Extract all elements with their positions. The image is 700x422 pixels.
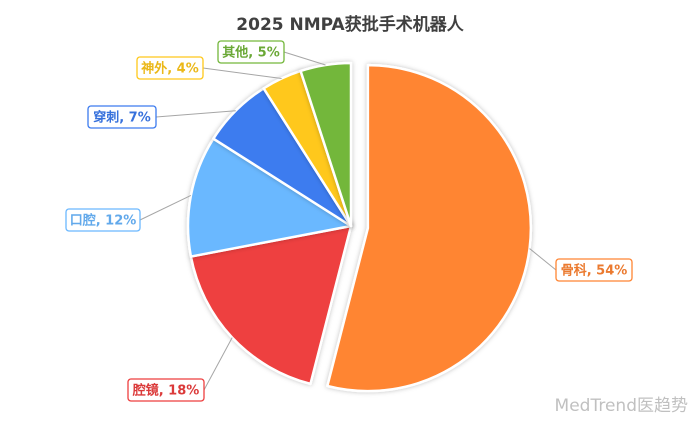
slice-label-text-5: 其他, 5% bbox=[222, 45, 280, 61]
chart-title: 2025 NMPA获批手术机器人 bbox=[236, 15, 464, 35]
pie-slice-0 bbox=[326, 63, 533, 393]
slice-label-5: 其他, 5% bbox=[217, 40, 285, 64]
slice-label-box-1 bbox=[127, 378, 205, 402]
slice-label-1: 腔镜, 18% bbox=[127, 378, 205, 402]
pie-slices bbox=[186, 61, 533, 393]
leader-line-5 bbox=[283, 51, 326, 66]
slice-label-text-1: 腔镜, 18% bbox=[132, 383, 200, 399]
slice-label-box-3 bbox=[87, 105, 157, 129]
leader-lines bbox=[139, 51, 557, 391]
slice-labels: 骨科, 54% 腔镜, 18% 口腔, 12% 穿刺, 7% 神外, 4% 其他, 5% bbox=[65, 40, 633, 402]
slice-label-box-0 bbox=[555, 258, 633, 282]
pie-slice-5 bbox=[299, 61, 353, 228]
slice-label-4: 神外, 4% bbox=[136, 56, 204, 80]
slice-label-text-0: 骨科, 54% bbox=[561, 263, 628, 279]
slice-label-box-4 bbox=[136, 56, 204, 80]
slice-label-2: 口腔, 12% bbox=[65, 208, 141, 232]
slice-label-0: 骨科, 54% bbox=[555, 258, 633, 282]
slice-label-text-3: 穿刺, 7% bbox=[93, 110, 151, 126]
leader-line-4 bbox=[202, 67, 282, 80]
leader-line-2 bbox=[139, 195, 192, 221]
slice-label-box-2 bbox=[65, 208, 141, 232]
watermark-text: MedTrend医趋势 bbox=[554, 396, 688, 416]
leader-line-3 bbox=[155, 110, 236, 118]
slice-label-box-5 bbox=[217, 40, 285, 64]
slice-label-3: 穿刺, 7% bbox=[87, 105, 157, 129]
slice-label-text-2: 口腔, 12% bbox=[70, 213, 137, 229]
pie-slice-2 bbox=[186, 137, 353, 258]
leader-line-0 bbox=[529, 248, 557, 271]
leader-line-1 bbox=[203, 337, 233, 391]
slice-label-text-4: 神外, 4% bbox=[141, 61, 199, 77]
